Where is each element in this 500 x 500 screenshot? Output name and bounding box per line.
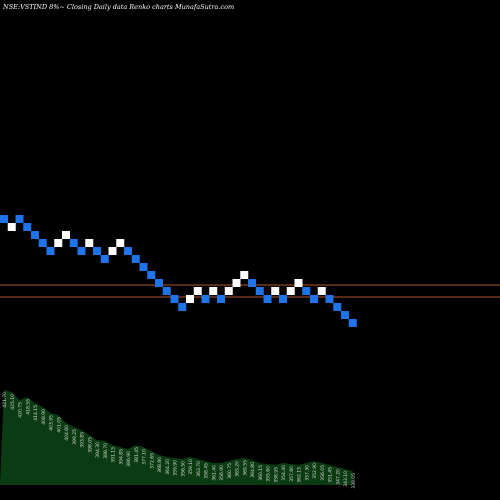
renko-brick-22 [170, 295, 179, 303]
volume-label-7: 401.05 [56, 417, 62, 433]
volume-label-22: 359.90 [173, 460, 179, 476]
renko-brick-3 [23, 223, 32, 231]
renko-brick-40 [310, 295, 318, 303]
volume-label-37: 357.80 [289, 466, 295, 482]
volume-label-16: 386.90 [126, 451, 132, 467]
renko-brick-11 [85, 239, 94, 247]
volume-label-9: 399.25 [72, 429, 78, 445]
volume-label-12: 394.30 [95, 442, 101, 458]
renko-brick-25 [193, 287, 202, 295]
volume-area-layer [0, 390, 353, 485]
renko-brick-15 [116, 239, 125, 247]
renko-brick-27 [209, 287, 218, 295]
volume-label-14: 391.15 [111, 447, 117, 463]
renko-brick-9 [69, 239, 78, 247]
renko-brick-26 [201, 295, 210, 303]
volume-label-21: 364.20 [165, 459, 171, 475]
renko-brick-19 [147, 271, 156, 279]
volume-label-6: 403.95 [49, 415, 55, 431]
volume-label-19: 372.65 [149, 453, 155, 469]
volume-label-27: 361.40 [211, 465, 217, 481]
renko-brick-34 [263, 295, 272, 303]
volume-label-5: 408.90 [41, 409, 47, 425]
volume-label-42: 351.45 [328, 467, 334, 483]
volume-label-13: 388.70 [103, 443, 109, 459]
volume-label-41: 356.05 [320, 465, 326, 481]
renko-brick-24 [186, 295, 194, 303]
renko-brick-41 [317, 287, 326, 295]
volume-label-15: 394.85 [118, 449, 124, 465]
renko-brick-38 [294, 279, 303, 287]
volume-label-44: 343.10 [343, 471, 349, 487]
volume-label-39: 357.30 [304, 465, 310, 481]
renko-brick-8 [62, 231, 70, 239]
renko-brick-29 [224, 287, 233, 295]
volume-label-25: 363.70 [196, 461, 202, 477]
renko-brick-23 [178, 303, 187, 311]
renko-brick-4 [31, 231, 39, 239]
renko-brick-33 [255, 287, 264, 295]
renko-brick-30 [232, 279, 241, 287]
volume-label-28: 356.90 [219, 465, 225, 481]
renko-brick-35 [271, 287, 280, 295]
renko-brick-43 [333, 303, 342, 311]
renko-brick-6 [46, 247, 55, 255]
renko-brick-0 [0, 215, 8, 223]
renko-brick-18 [139, 263, 148, 271]
volume-label-31: 369.55 [242, 460, 248, 476]
renko-brick-44 [341, 311, 349, 319]
chart-title: NSE:VSTIND 8%~ Closing Daily data Renko … [3, 3, 235, 11]
volume-label-23: 356.50 [180, 461, 186, 477]
volume-label-1: 425.10 [10, 394, 16, 410]
renko-brick-5 [38, 239, 47, 247]
volume-label-8: 404.60 [64, 425, 70, 441]
volume-label-45: 339.05 [351, 473, 357, 489]
volume-label-38: 362.15 [297, 467, 303, 483]
renko-brick-21 [162, 287, 171, 295]
volume-label-24: 359.10 [188, 459, 194, 475]
renko-brick-13 [100, 255, 109, 263]
renko-brick-14 [108, 247, 117, 255]
renko-brick-36 [279, 295, 287, 303]
volume-label-4: 414.15 [33, 405, 39, 421]
renko-brick-31 [240, 271, 249, 279]
volume-label-30: 365.20 [235, 461, 241, 477]
renko-bricks-layer [0, 215, 357, 327]
renko-brick-16 [124, 247, 132, 255]
volume-area [0, 390, 353, 485]
volume-label-43: 347.20 [335, 469, 341, 485]
renko-brick-20 [155, 279, 163, 287]
volume-label-2: 420.75 [18, 402, 24, 418]
renko-brick-45 [348, 319, 357, 327]
volume-label-36: 354.40 [281, 465, 287, 481]
volume-label-32: 364.80 [250, 462, 256, 478]
volume-label-17: 381.45 [134, 447, 140, 463]
volume-label-18: 377.10 [142, 449, 148, 465]
renko-brick-37 [286, 287, 295, 295]
renko-brick-28 [217, 295, 225, 303]
renko-brick-10 [77, 247, 86, 255]
renko-brick-12 [93, 247, 101, 255]
volume-label-34: 355.60 [266, 466, 272, 482]
volume-label-20: 368.80 [157, 457, 163, 473]
volume-label-11: 398.05 [87, 437, 93, 453]
volume-label-35: 358.95 [273, 467, 279, 483]
renko-brick-42 [325, 295, 334, 303]
renko-brick-17 [131, 255, 140, 263]
volume-label-3: 418.55 [25, 399, 31, 415]
renko-brick-1 [7, 223, 16, 231]
volume-label-33: 360.15 [258, 465, 264, 481]
volume-label-10: 393.85 [80, 432, 86, 448]
volume-label-40: 352.90 [312, 463, 318, 479]
volume-label-0: 421.70 [2, 392, 8, 408]
volume-label-26: 358.45 [204, 463, 210, 479]
volume-label-29: 360.75 [227, 463, 233, 479]
renko-brick-32 [248, 279, 256, 287]
renko-brick-2 [15, 215, 24, 223]
renko-brick-7 [54, 239, 63, 247]
renko-brick-39 [302, 287, 311, 295]
